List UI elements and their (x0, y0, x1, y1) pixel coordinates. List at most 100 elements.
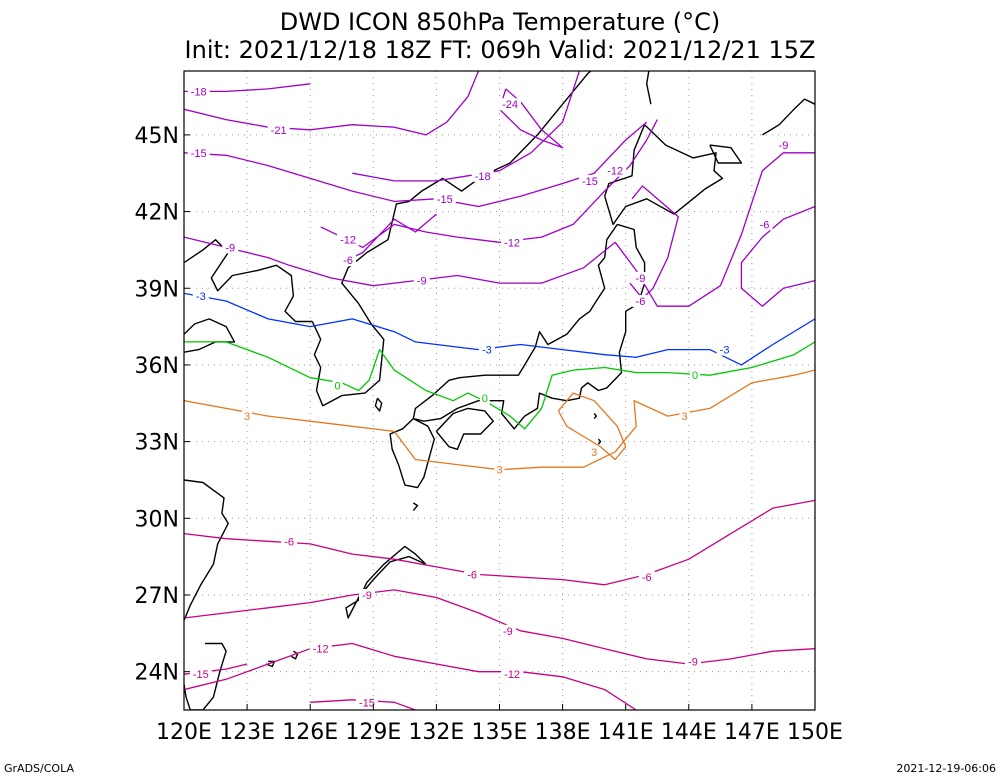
coastline (374, 397, 383, 412)
isotherm-label: -12 (504, 669, 520, 681)
isotherm-label: 3 (244, 411, 250, 423)
isotherm-line (184, 292, 815, 366)
isotherm-label: -15 (582, 176, 598, 188)
map-title-line1: DWD ICON 850hPa Temperature (°C) (280, 8, 721, 36)
coastline (593, 413, 597, 420)
isotherm-label-background (242, 410, 253, 423)
latitude-tick-label: 39N (135, 277, 179, 302)
isotherm-line (184, 152, 815, 307)
longitude-tick-label: 132E (408, 720, 464, 745)
isotherm-label: -9 (688, 656, 698, 668)
longitude-tick-label: 135E (472, 720, 528, 745)
isotherm-label: 3 (682, 411, 688, 423)
isotherm-label-background (499, 624, 516, 637)
isotherm-label-background (632, 295, 649, 308)
footer-timestamp: 2021-12-19-06:06 (896, 762, 996, 775)
isotherm-label-background (499, 98, 522, 111)
latitude-tick-label: 24N (135, 661, 179, 686)
isotherm-label: -18 (191, 86, 207, 98)
longitude-tick-label: 129E (345, 720, 401, 745)
isotherm-label: -15 (359, 697, 375, 709)
latitude-tick-label: 33N (135, 431, 179, 456)
isotherm-label: -12 (504, 237, 520, 249)
coastline (597, 438, 602, 445)
isotherm-label: -6 (343, 255, 353, 267)
isotherm-label-background (187, 146, 210, 159)
isotherm-line (184, 642, 637, 710)
isotherm-label: -9 (503, 626, 513, 638)
isotherm-label: -3 (482, 345, 492, 357)
isotherm-label-background (478, 343, 495, 356)
isotherm-label: -12 (340, 235, 356, 247)
isotherm-label: -9 (636, 273, 646, 285)
isotherm-label: -15 (437, 194, 453, 206)
coastline (184, 642, 227, 710)
isotherm-line (498, 88, 564, 149)
isotherm-label-background (340, 254, 357, 267)
isotherm-line (740, 205, 815, 307)
isotherm-label-background (337, 233, 360, 246)
longitude-tick-label: 123E (219, 720, 275, 745)
coastline (412, 223, 646, 430)
isotherm-label-background (685, 655, 702, 668)
isotherm-label-background (690, 369, 701, 382)
coastline (604, 124, 724, 226)
isotherm-label-background (471, 169, 494, 182)
isotherm-label-background (501, 668, 524, 681)
isotherm-label: -9 (779, 140, 789, 152)
isotherm-label: -6 (284, 536, 294, 548)
isotherm-label: -6 (636, 296, 646, 308)
coastline (762, 98, 815, 136)
isotherm-line (184, 369, 815, 471)
isotherm-label: -6 (760, 219, 770, 231)
coastline (435, 407, 494, 450)
isotherm-label-background (578, 174, 601, 187)
coastline (184, 479, 229, 621)
coastline (389, 417, 435, 489)
isotherm-label-background (638, 571, 655, 584)
coastline (345, 545, 427, 619)
coastline (311, 71, 592, 407)
isotherm-label-background (413, 274, 430, 287)
latitude-tick-label: 27N (135, 584, 179, 609)
isotherm-label-background (589, 445, 600, 458)
isotherm-label-background (679, 410, 690, 423)
isotherm-label: -12 (607, 166, 623, 178)
coastline (265, 660, 276, 668)
isotherm-label-background (756, 218, 773, 231)
isotherm-label-background (358, 588, 375, 601)
isotherm-label-background (501, 236, 524, 249)
isotherm-label-background (189, 668, 212, 681)
isotherm-label-background (775, 139, 792, 152)
latitude-tick-label: 36N (135, 354, 179, 379)
longitude-tick-label: 138E (535, 720, 591, 745)
isotherm-label: 3 (496, 465, 502, 477)
isotherm-label-background (355, 696, 378, 709)
isotherm-line (184, 71, 480, 136)
isotherm-label-background (494, 463, 505, 476)
isotherm-label-background (309, 642, 332, 655)
latitude-tick-label: 42N (135, 201, 179, 226)
isotherm-line (320, 119, 658, 249)
isotherm-label: -6 (642, 572, 652, 584)
longitude-tick-label: 120E (156, 720, 212, 745)
isotherm-label-background (464, 568, 481, 581)
footer-left-label: GrADS/COLA (4, 762, 74, 775)
isotherm-label-background (192, 289, 209, 302)
longitude-tick-label: 147E (724, 720, 780, 745)
isotherm-label-background (604, 164, 627, 177)
isotherm-label: -21 (271, 125, 287, 137)
isotherm-line (557, 392, 627, 461)
isotherm-label: -9 (362, 590, 372, 602)
isotherm-label-background (267, 123, 290, 136)
isotherm-label: 3 (591, 447, 597, 459)
isotherm-label: 0 (692, 370, 698, 382)
isotherm-label-background (479, 392, 490, 405)
isotherm-label-background (281, 535, 298, 548)
isotherm-label-background (222, 241, 239, 254)
longitude-tick-label: 144E (661, 720, 717, 745)
latitude-axis: 24N 27N 30N 33N 36N 39N 42N 45N (135, 124, 190, 686)
isotherm-label-background (632, 272, 649, 285)
coastline-layer (184, 71, 815, 710)
